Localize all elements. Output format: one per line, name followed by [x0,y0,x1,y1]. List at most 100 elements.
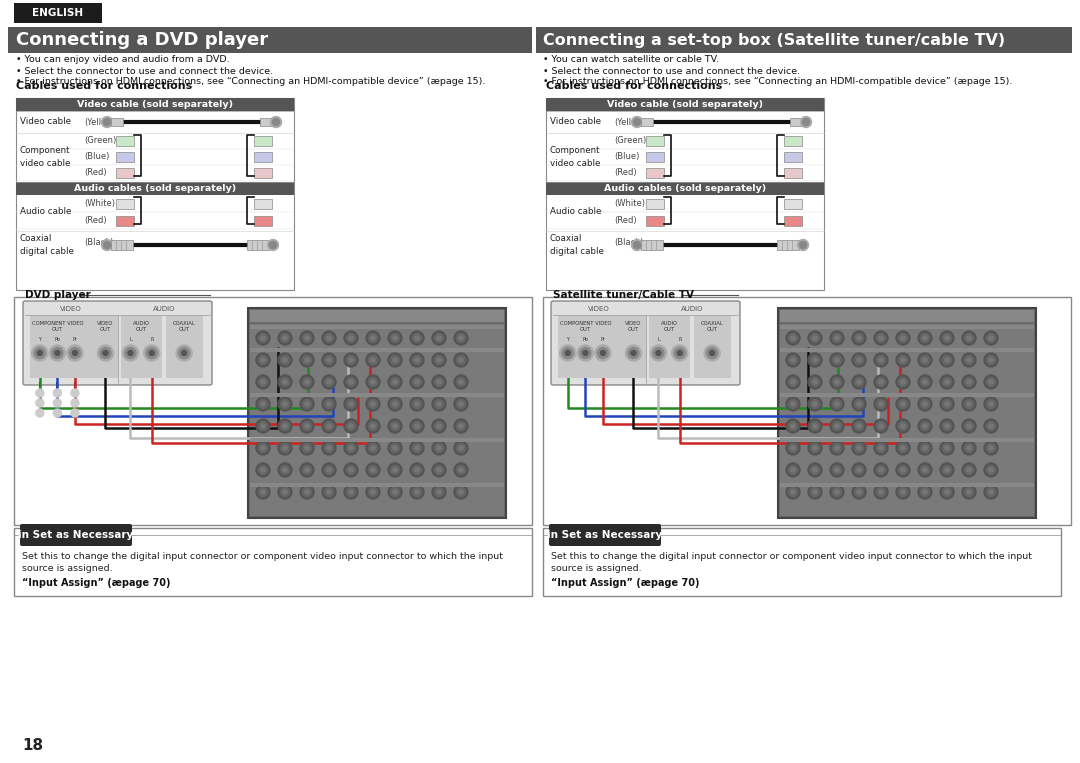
Circle shape [322,485,336,499]
Circle shape [986,465,996,475]
Circle shape [854,378,864,387]
Circle shape [597,347,608,359]
Bar [30,316,95,378]
Circle shape [989,468,993,472]
Circle shape [879,424,883,428]
Circle shape [432,419,446,433]
Bar [784,136,802,146]
Circle shape [347,488,355,497]
Circle shape [943,488,951,497]
Circle shape [36,409,44,417]
Circle shape [600,350,606,356]
Circle shape [432,441,446,455]
Circle shape [391,400,400,408]
Text: Pr: Pr [72,337,78,342]
Text: in Set as Necessary: in Set as Necessary [18,530,134,540]
Circle shape [874,375,888,389]
Circle shape [261,336,265,340]
Bar [621,316,646,378]
Text: (Blue): (Blue) [615,153,639,162]
Circle shape [854,356,864,365]
Circle shape [874,397,888,411]
Circle shape [813,402,816,406]
Circle shape [854,443,864,452]
Circle shape [368,421,378,430]
Text: Video cable (sold separately): Video cable (sold separately) [607,100,764,109]
Circle shape [920,333,930,343]
Circle shape [986,421,996,430]
Bar [254,198,272,208]
Circle shape [989,446,993,450]
Circle shape [877,356,886,365]
Circle shape [559,345,576,361]
Circle shape [962,397,976,411]
Circle shape [302,443,311,452]
Circle shape [38,350,42,356]
Circle shape [300,485,314,499]
Circle shape [799,242,807,249]
Text: Component
video cable: Component video cable [21,146,70,168]
Circle shape [454,419,468,433]
Circle shape [989,380,993,384]
Circle shape [283,402,287,406]
Bar [247,240,269,250]
Circle shape [258,443,268,452]
Circle shape [791,358,795,362]
Circle shape [347,443,355,452]
Circle shape [415,446,419,450]
Circle shape [345,441,357,455]
Circle shape [302,488,311,497]
Circle shape [388,441,402,455]
Circle shape [53,399,62,407]
Circle shape [366,375,380,389]
Circle shape [281,400,289,408]
Circle shape [967,424,971,428]
Circle shape [962,485,976,499]
Circle shape [349,380,353,384]
Circle shape [962,419,976,433]
Text: Coaxial
digital cable: Coaxial digital cable [550,234,604,256]
Circle shape [923,424,927,428]
Text: in Set as Necessary: in Set as Necessary [548,530,663,540]
Circle shape [393,402,397,406]
Circle shape [786,441,800,455]
Circle shape [305,380,309,384]
Circle shape [831,441,843,455]
Circle shape [918,353,932,367]
Circle shape [434,333,444,343]
Text: (Red): (Red) [84,169,107,178]
Circle shape [283,358,287,362]
Circle shape [256,463,270,477]
Bar [248,308,507,518]
Circle shape [831,353,843,367]
Circle shape [808,353,822,367]
Circle shape [302,356,311,365]
Bar [254,168,272,178]
Circle shape [901,380,905,384]
Circle shape [854,488,864,497]
Circle shape [989,424,993,428]
Bar [642,118,653,126]
Circle shape [146,347,158,359]
Bar [94,316,118,378]
Text: VIDEO: VIDEO [60,306,82,312]
Circle shape [918,485,932,499]
Circle shape [322,353,336,367]
Circle shape [852,441,866,455]
Text: Video cable: Video cable [21,118,71,127]
Circle shape [813,358,816,362]
Circle shape [71,389,79,397]
Circle shape [457,356,465,365]
Circle shape [791,336,795,340]
Circle shape [69,347,80,359]
Circle shape [704,345,720,361]
Bar [553,303,738,383]
Circle shape [393,468,397,472]
Circle shape [127,350,133,356]
Circle shape [372,490,375,494]
Circle shape [984,441,998,455]
Bar [780,324,1034,516]
Circle shape [100,347,111,359]
Circle shape [345,331,357,345]
Circle shape [258,488,268,497]
